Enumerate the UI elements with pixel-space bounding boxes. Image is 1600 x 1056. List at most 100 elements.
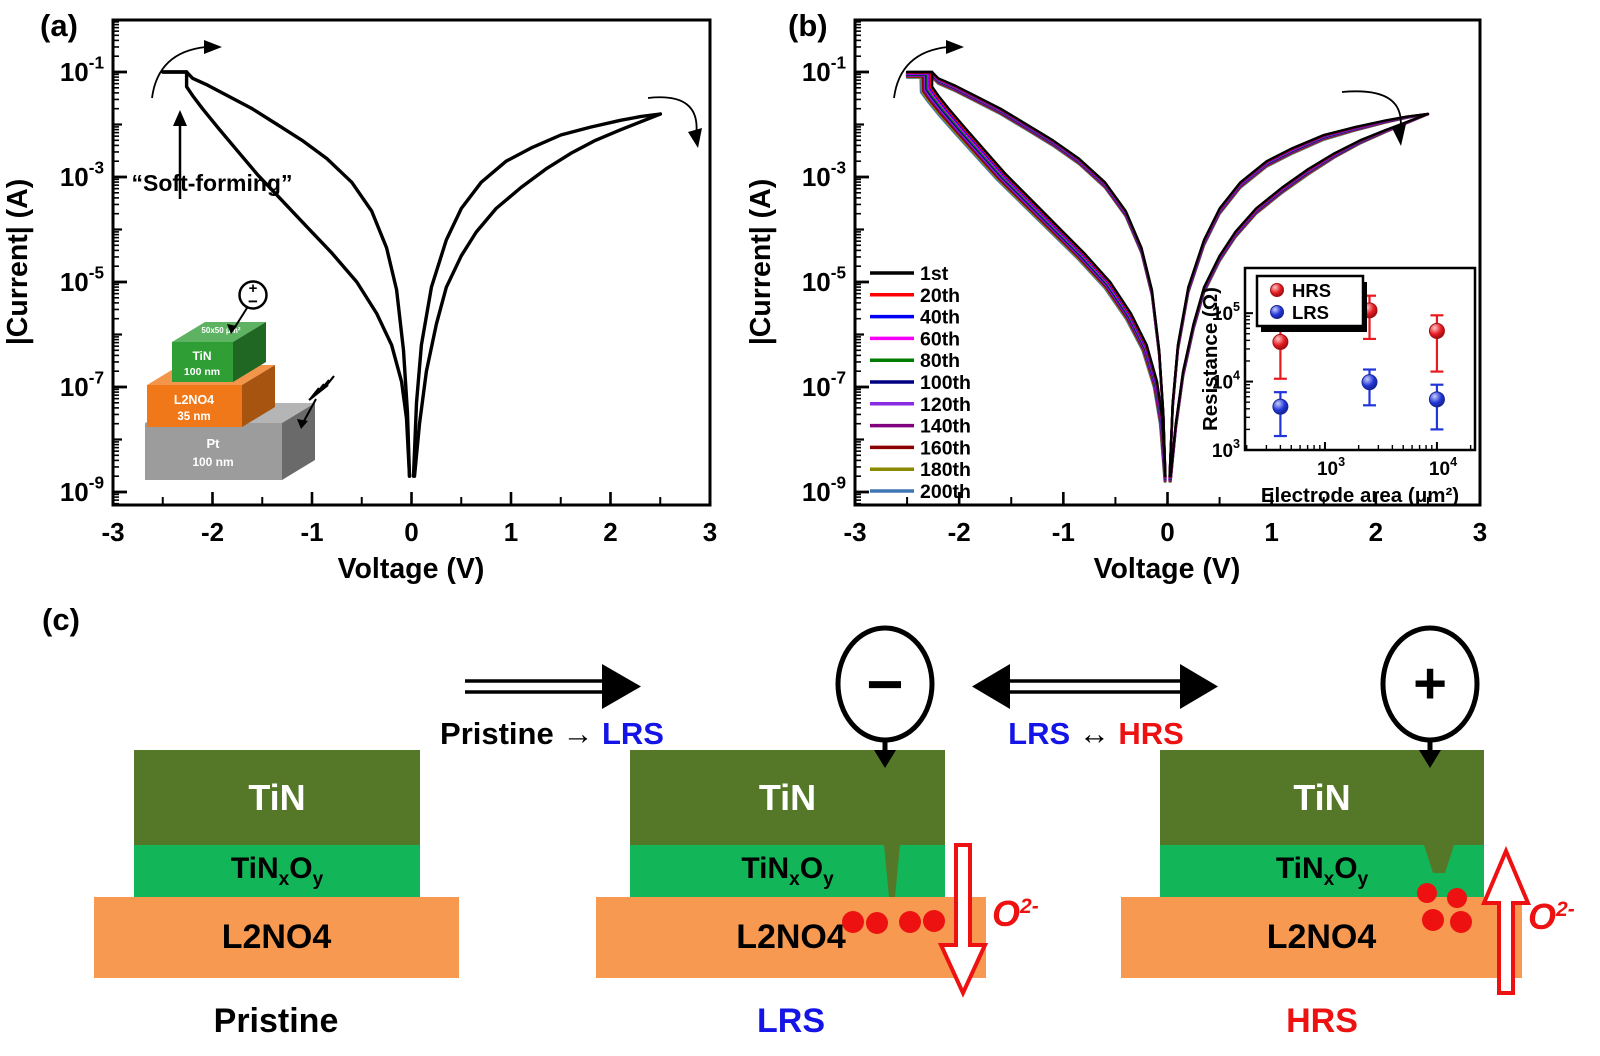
pt-name: Pt [207,436,221,451]
y-tick-label: 10-3 [60,158,104,192]
oxygen-ion-label-hrs: O2- [1528,896,1575,938]
x-tick-label: 3 [703,517,717,547]
x-tick-label: -3 [843,517,866,547]
soft-forming-annotation: “Soft-forming” [132,170,293,196]
annotation-arrow-head [173,110,187,126]
inset-y-tick-label: 104 [1212,368,1240,393]
x-tick-label: 1 [504,517,518,547]
legend-label-80th: 80th [920,350,960,372]
ion-charge: 2- [1020,895,1039,918]
data-point-LRS [1428,391,1445,408]
oxygen-ion-dot-lrs [866,912,888,934]
l2no4-front [147,385,242,427]
ion-flow-arrow-down [937,843,989,998]
minus-sign: − [866,648,903,720]
sweep-direction-arrow [893,46,949,99]
pristine-tinxoy-layer: TiNxOy [134,845,420,897]
legend-label-20th: 20th [920,285,960,307]
l2no4-thickness: 35 nm [177,411,210,423]
x-tick-label: 2 [1369,517,1383,547]
pristine-l2no4-layer: L2NO4 [94,897,459,978]
x-tick-label: 2 [603,517,617,547]
sweep-direction-arrow [151,46,207,99]
sweep-direction-arrow [647,96,698,137]
oxygen-ion-dot-hrs [1422,909,1444,931]
state-label-hrs: HRS [1286,1002,1358,1040]
probe-lead [234,307,248,328]
inset-y-tick-label: 105 [1212,300,1240,325]
iv-curve-1st [1168,112,1430,478]
sweep-arrow-head [204,40,222,54]
polarity-minus: − [248,292,258,311]
inset-x-tick-label: 103 [1317,455,1345,480]
x-tick-label: -2 [201,517,224,547]
x-tick-label: -3 [101,517,124,547]
iv-curve-forming-sweep [411,112,662,478]
y-tick-label: 10-3 [802,158,846,192]
electrode-area-label: 50x50 μm² [201,326,240,335]
ground-icon-prong [315,383,325,395]
legend-label-160th: 160th [920,437,971,459]
sweep-arrow-head [688,128,702,148]
lrs-tin-layer: TiN [630,750,945,845]
inset-x-axis-title: Electrode area (μm²) [1261,484,1459,507]
transition2-to: HRS [1118,716,1184,751]
pt-thickness: 100 nm [192,455,233,469]
transition-lrs-hrs: LRS ↔ HRS [916,716,1276,752]
process-arrow-forming [465,664,641,709]
inset-legend-label-LRS: LRS [1292,302,1329,323]
x-axis-title: Voltage (V) [338,553,485,585]
iv-curve-1st [930,70,1167,478]
inset-legend-marker-HRS [1270,283,1284,297]
y-tick-label: 10-1 [60,53,105,87]
oxygen-ion-dot-hrs [1417,883,1437,903]
pristine-tin-layer: TiN [134,750,420,845]
oxygen-ion-dot-lrs [923,910,945,932]
right-arrow-char: → [553,716,602,751]
ion-charge: 2- [1556,898,1575,921]
state-label-pristine: Pristine [213,1002,339,1040]
oxygen-ion-dot-hrs [1450,911,1472,933]
plot-frame [853,18,1482,507]
ion-base: O [992,893,1021,934]
plus-electrode-icon: + [1380,625,1480,768]
panel-c-diagram: (c) TiN TiNxOy L2NO4 TiN TiNxOy L2NO4 Ti… [0,600,1600,1056]
sweep-direction-arrow [1341,90,1402,133]
x-tick-label: -1 [300,517,323,547]
ion-base: O [1528,896,1557,937]
lrs-l2no4-layer: L2NO4 [596,897,986,978]
y-tick-label: 10-9 [60,473,104,507]
data-point-HRS [1272,333,1289,350]
transition1-to: LRS [601,716,664,751]
x-tick-label: 1 [1264,517,1278,547]
transition1-from: Pristine [440,716,554,751]
ground-arrow-head [297,419,308,429]
data-point-LRS [1361,374,1378,391]
tin-top [172,322,266,342]
inset-y-axis-title: Resistance (Ω) [1199,287,1222,431]
y-tick-label: 10-1 [802,53,847,87]
panel-c-label: (c) [42,602,80,637]
ground-icon-prong [325,375,335,387]
y-tick-label: 10-7 [802,368,846,402]
panel-b-iv-chart: (b) -3 -2 -1 0 1 2 3 10-9 10-7 10-5 10-3 10-1 Voltage… [745,8,1487,585]
oxygen-ion-dot-hrs [1447,888,1467,908]
y-tick-label: 10-5 [60,263,105,297]
oxygen-ion-dot-lrs [842,911,864,933]
y-axis-title: |Current| (A) [745,179,777,345]
ground-icon-prong [320,379,330,391]
pt-front [145,423,282,480]
legend-label-140th: 140th [920,416,971,438]
panel-label: (b) [788,8,828,43]
tin-thickness: 100 nm [184,366,220,378]
oxygen-ion-dot-lrs [899,911,921,933]
data-point-HRS [1428,322,1445,339]
l2no4-side [242,365,275,427]
legend-label-40th: 40th [920,307,960,329]
hrs-l2no4-layer: L2NO4 [1121,897,1522,978]
x-tick-label: 3 [1473,517,1487,547]
data-point-LRS [1272,398,1289,415]
legend-label-100th: 100th [920,372,971,394]
legend-label-1st: 1st [920,263,949,285]
